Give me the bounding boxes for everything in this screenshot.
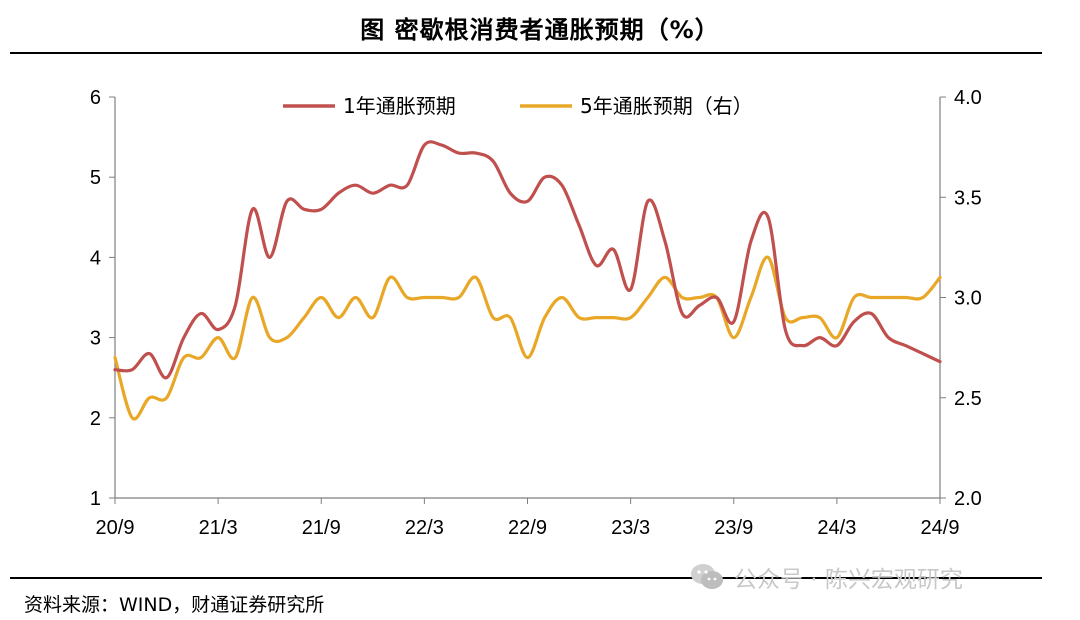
dual-axis-line-chart: 1 2 3 4 5 6 2.0 2.5 3.0 3.5 4.0 20/9 21/3 21/9 22/3 22/… (90, 87, 982, 539)
series-line-1yr (113, 140, 942, 380)
source-note: 资料来源：WIND，财通证券研究所 (24, 594, 325, 616)
y-left-tick-label: 2 (90, 408, 101, 430)
y-right-tick-label: 3.0 (954, 288, 982, 310)
x-tick-label: 20/9 (96, 517, 135, 539)
chart-title: 图 密歇根消费者通胀预期（%） (360, 16, 720, 44)
y-left-tick-label: 1 (90, 488, 101, 510)
x-tick-label: 22/3 (405, 517, 444, 539)
bottom-rule (10, 577, 1042, 579)
x-tick-label: 22/9 (508, 517, 547, 539)
y-right-tick-label: 4.0 (954, 87, 982, 109)
x-tick-label: 24/3 (817, 517, 856, 539)
x-tick-label: 21/9 (302, 517, 341, 539)
legend-label-5yr: 5年通胀预期（右） (580, 94, 753, 118)
y-left-tick-label: 6 (90, 87, 101, 109)
series-line-5yr (113, 255, 942, 421)
wechat-icon (691, 564, 723, 589)
legend-label-1yr: 1年通胀预期 (343, 94, 456, 118)
y-right-tick-label: 3.5 (954, 187, 982, 209)
y-right-tick-label: 2.0 (954, 488, 982, 510)
x-tick-label: 24/9 (921, 517, 960, 539)
watermark: 公众号 · 陈兴宏观研究 (690, 560, 963, 594)
watermark-text: 公众号 · 陈兴宏观研究 (734, 567, 963, 593)
y-left-tick-label: 5 (90, 167, 101, 189)
y-right-tick-label: 2.5 (954, 388, 982, 410)
y-left-tick-label: 3 (90, 328, 101, 350)
top-rule (10, 52, 1042, 54)
x-tick-label: 21/3 (199, 517, 238, 539)
x-tick-label: 23/9 (714, 517, 753, 539)
y-left-tick-label: 4 (90, 247, 101, 269)
x-tick-label: 23/3 (611, 517, 650, 539)
